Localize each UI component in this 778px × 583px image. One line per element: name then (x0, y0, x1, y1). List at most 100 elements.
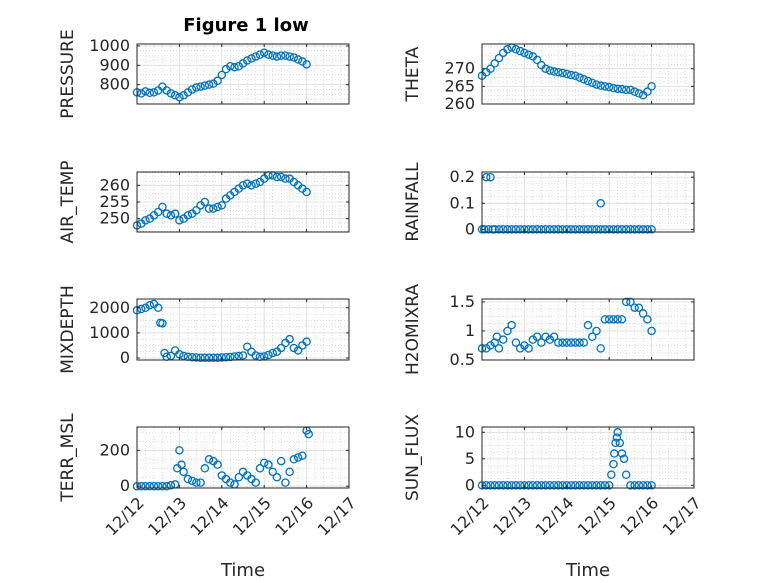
data-point (213, 460, 222, 469)
data-point (575, 73, 584, 82)
data-point (255, 50, 265, 59)
data-point (264, 460, 273, 469)
data-point (293, 55, 303, 64)
data-point (604, 225, 614, 234)
data-point (187, 352, 197, 362)
data-point (486, 172, 495, 182)
data-point (162, 209, 171, 218)
y-axis-label: THETA (403, 46, 423, 102)
data-point (196, 478, 205, 487)
y-tick-label: 0 (465, 475, 475, 494)
data-series (132, 48, 311, 102)
data-point (304, 429, 313, 439)
data-point (541, 64, 550, 73)
data-point (217, 201, 227, 210)
data-point (604, 481, 614, 490)
data-point (162, 86, 171, 95)
data-point (217, 353, 227, 362)
data-point (498, 481, 508, 490)
data-point (566, 225, 576, 234)
y-tick-label: 2000 (89, 298, 130, 317)
data-point (647, 225, 656, 234)
data-point (486, 481, 495, 490)
y-axis-label: MIXDEPTH (58, 285, 78, 374)
x-tick-label: 12/17 (314, 493, 360, 539)
data-point (596, 81, 605, 90)
data-point (617, 449, 627, 458)
data-point (170, 91, 180, 100)
data-point (272, 172, 282, 182)
data-point (600, 225, 610, 234)
data-point (579, 75, 589, 84)
data-point (511, 481, 521, 490)
data-point (494, 225, 504, 234)
data-series (132, 171, 311, 230)
data-point (289, 455, 299, 464)
data-point (532, 225, 542, 234)
y-tick-label: 1000 (89, 323, 130, 342)
data-point (609, 459, 618, 469)
data-point (587, 225, 597, 234)
data-point (187, 476, 197, 486)
data-point (238, 59, 248, 68)
x-tick-label: 12/12 (102, 493, 148, 539)
data-point (558, 225, 567, 234)
data-point (281, 478, 290, 487)
data-point (562, 338, 572, 347)
data-point (242, 179, 252, 188)
y-tick-label: 0 (120, 476, 130, 495)
data-point (609, 83, 618, 93)
data-point (276, 51, 286, 60)
data-point (583, 225, 593, 234)
data-point (226, 62, 235, 71)
data-point (268, 51, 277, 60)
data-point (528, 335, 538, 344)
y-tick-label: 1000 (89, 36, 130, 55)
data-point (643, 315, 652, 324)
data-point (276, 456, 286, 466)
data-point (289, 53, 299, 62)
data-point (520, 225, 529, 234)
axes-box (481, 43, 695, 105)
y-axis-label: TERR_MSL (58, 413, 78, 503)
data-point (613, 315, 622, 324)
data-point (520, 48, 529, 58)
x-tick-label: 12/15 (229, 493, 275, 539)
data-point (528, 225, 538, 234)
data-point (600, 315, 610, 324)
data-point (511, 338, 521, 347)
x-tick-label: 12/16 (616, 493, 662, 539)
data-point (179, 91, 188, 100)
y-tick-label: 1.5 (450, 292, 475, 311)
data-point (238, 351, 248, 360)
data-point (604, 82, 614, 92)
data-point (537, 481, 546, 490)
data-point (293, 346, 303, 355)
data-point (213, 353, 222, 362)
data-point (545, 66, 555, 75)
data-point (200, 464, 210, 473)
y-tick-label: 255 (99, 192, 130, 211)
data-point (153, 303, 163, 313)
data-point (617, 84, 627, 94)
y-axis-label: AIR_TEMP (58, 161, 78, 244)
y-tick-label: 265 (444, 76, 475, 95)
data-point (141, 303, 150, 313)
data-point (621, 85, 631, 95)
data-point (196, 353, 205, 362)
data-point (592, 225, 601, 234)
data-point (141, 216, 150, 225)
data-point (251, 351, 260, 360)
data-point (166, 89, 176, 98)
data-point (537, 338, 546, 347)
data-point (162, 481, 171, 491)
data-point (200, 353, 210, 362)
data-point (251, 179, 260, 188)
data-point (221, 352, 231, 362)
data-point (554, 338, 563, 347)
data-point (638, 481, 648, 490)
data-point (571, 338, 580, 347)
data-point (634, 89, 644, 98)
